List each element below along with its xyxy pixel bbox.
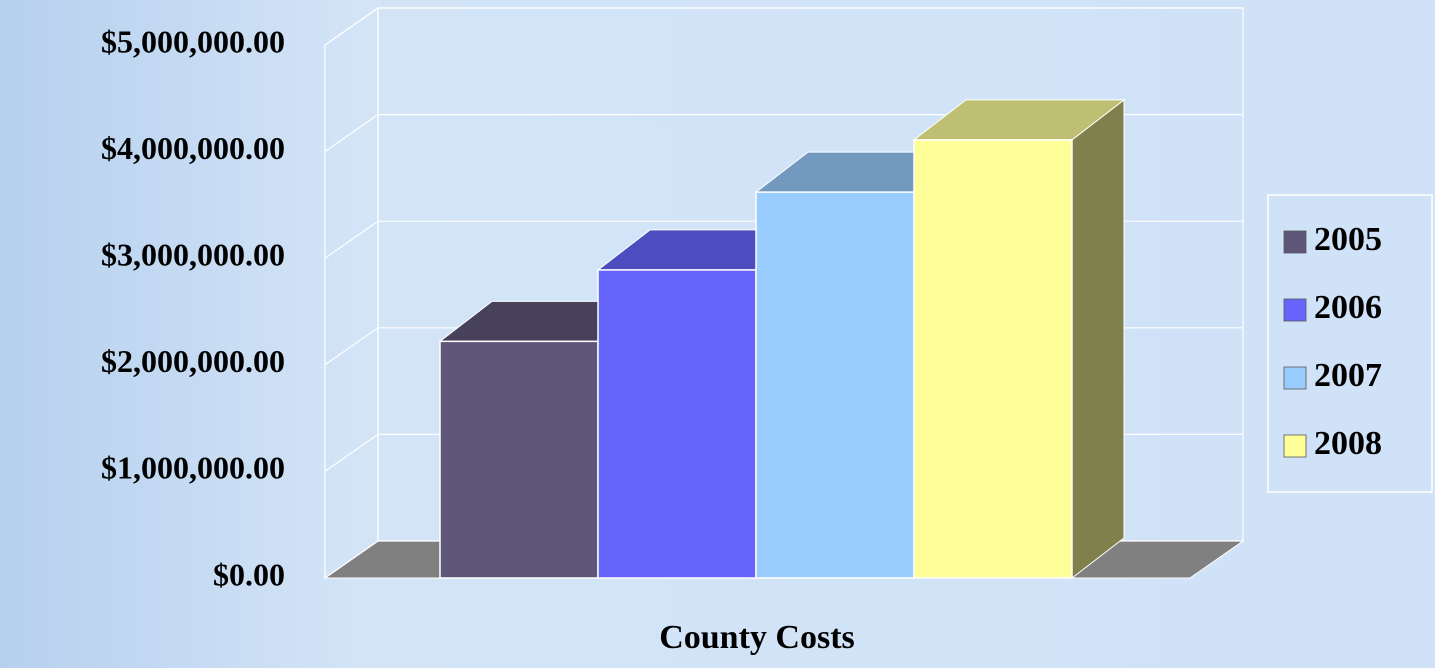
bar [913,139,1073,579]
y-tick-label: $3,000,000.00 [101,237,285,273]
y-tick-label: $2,000,000.00 [101,343,285,379]
y-tick-label: $4,000,000.00 [101,130,285,166]
bar-side [1071,98,1125,580]
legend-swatch [1283,434,1307,458]
legend-label: 2006 [1314,289,1382,326]
legend-label: 2005 [1314,221,1382,258]
grid-line [324,7,1243,46]
legend-swatch [1283,298,1307,322]
y-tick-label: $5,000,000.00 [101,23,285,59]
y-tick-label: $1,000,000.00 [101,450,285,486]
bar [755,191,915,579]
legend-swatch [1283,366,1307,390]
legend-swatch [1283,230,1307,254]
legend-label: 2007 [1314,357,1382,394]
legend-label: 2008 [1314,425,1382,462]
bar [439,340,599,579]
legend-box [1267,194,1433,493]
bar [597,269,757,579]
x-axis-category: County Costs [659,619,855,656]
y-tick-label: $0.00 [213,556,285,592]
